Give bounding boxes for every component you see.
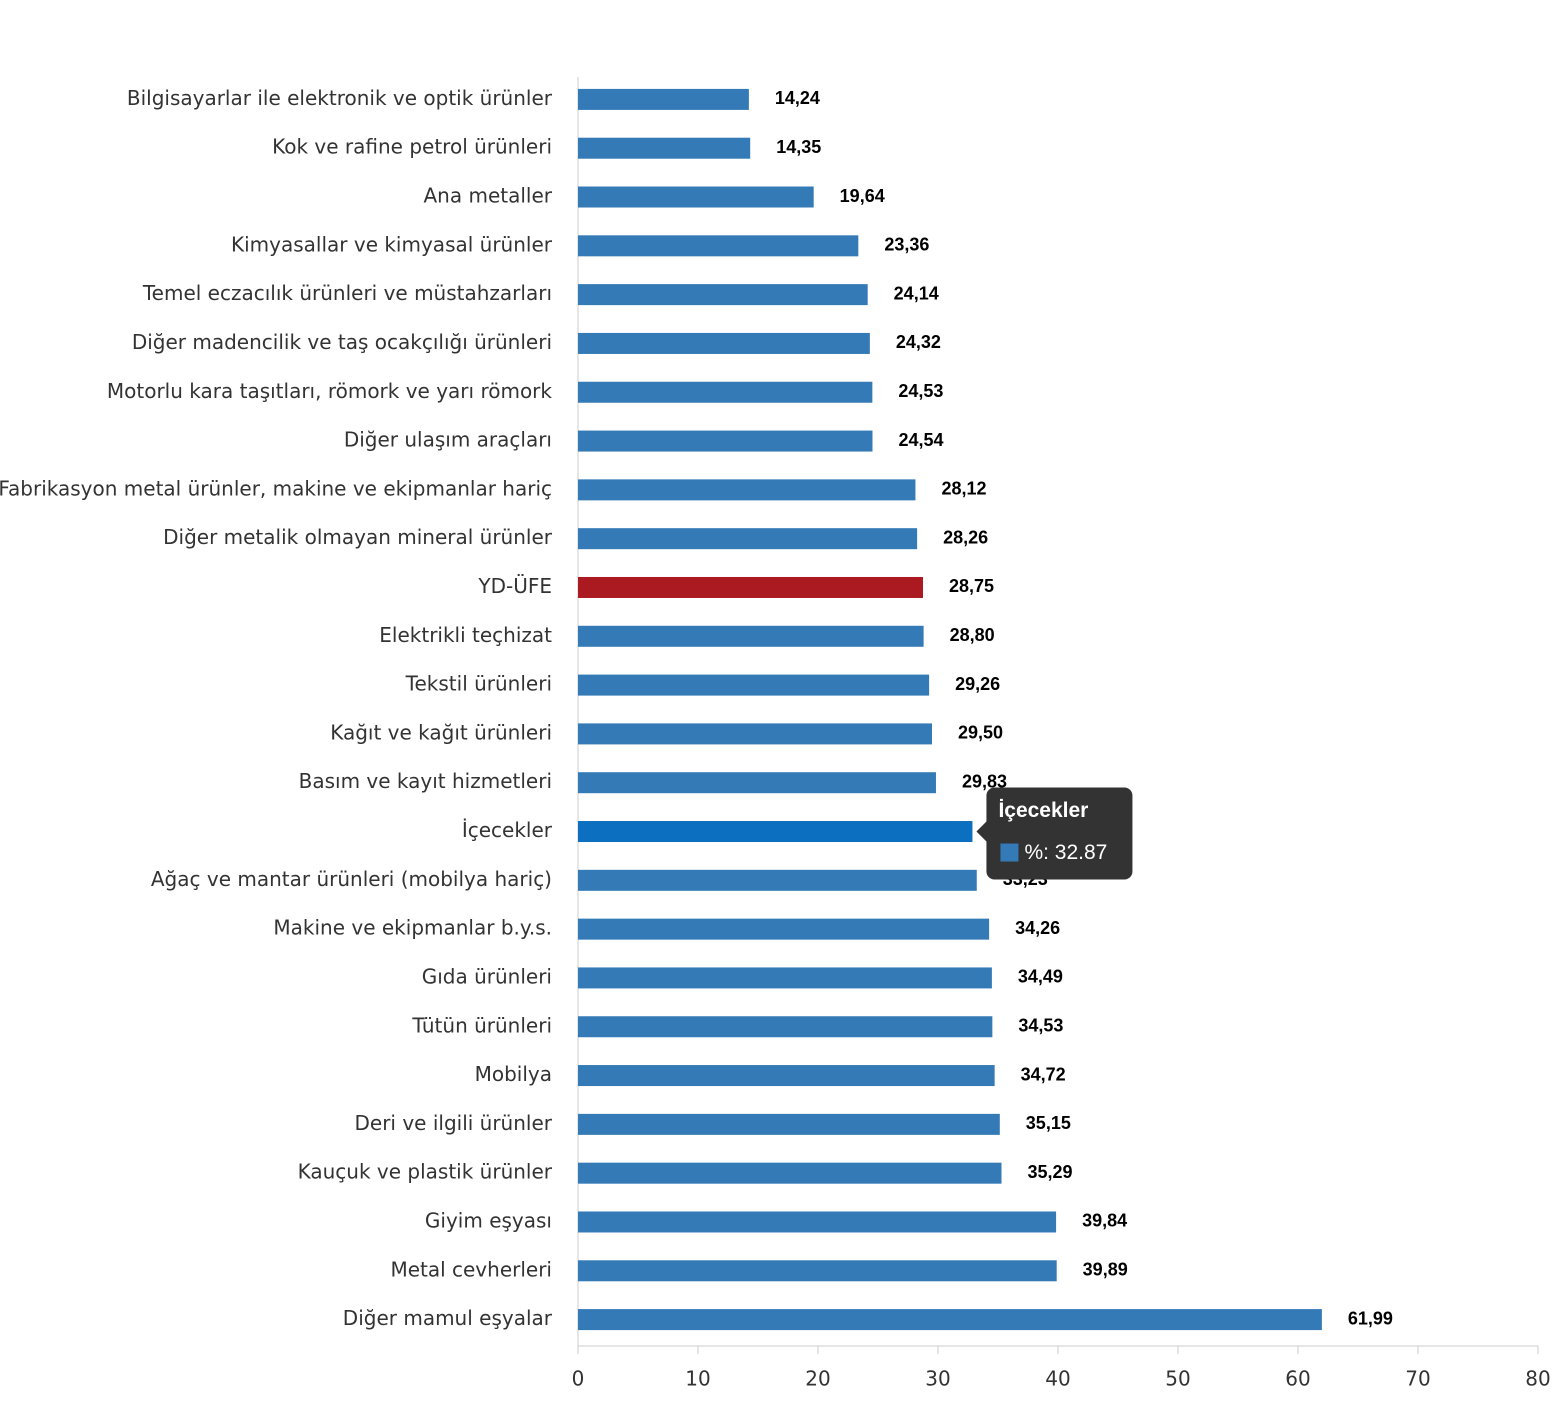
bar: [578, 625, 924, 647]
value-label: 29,83: [962, 771, 1007, 791]
value-label: 34,49: [1018, 967, 1063, 987]
category-label: Diğer ulaşım araçları: [344, 428, 552, 452]
category-label: Kok ve rafine petrol ürünleri: [272, 135, 552, 159]
category-label: Kimyasallar ve kimyasal ürünler: [231, 232, 553, 256]
value-label: 28,26: [943, 527, 988, 547]
bar: [578, 1260, 1057, 1282]
value-label: 29,26: [955, 674, 1000, 694]
value-label: 35,29: [1027, 1162, 1072, 1182]
x-tick-label: 60: [1285, 1367, 1310, 1391]
bar: [578, 235, 859, 257]
value-label: 14,24: [775, 88, 820, 108]
bar: [578, 1211, 1057, 1233]
x-tick-label: 70: [1405, 1367, 1430, 1391]
category-label: YD-ÜFE: [477, 574, 552, 598]
category-label: Motorlu kara taşıtları, römork ve yarı r…: [107, 379, 553, 403]
value-label: 24,14: [894, 283, 939, 303]
x-tick-label: 10: [685, 1367, 710, 1391]
category-label: Metal cevherleri: [390, 1257, 552, 1281]
category-label: İçecekler: [462, 818, 553, 842]
x-tick-label: 30: [925, 1367, 950, 1391]
category-label: Temel eczacılık ürünleri ve müstahzarlar…: [142, 281, 552, 305]
category-label: Mobilya: [475, 1062, 552, 1086]
bar: [578, 967, 992, 989]
category-label: Diğer madencilik ve taş ocakçılığı ürünl…: [132, 330, 552, 354]
bar: [578, 821, 973, 843]
category-label: Tütün ürünleri: [411, 1013, 552, 1037]
value-label: 28,75: [949, 576, 994, 596]
x-tick-label: 20: [805, 1367, 830, 1391]
category-label: Kauçuk ve plastik ürünler: [298, 1160, 553, 1184]
tooltip: İçecekler %: 32.87: [976, 787, 1133, 880]
category-label: Fabrikasyon metal ürünler, makine ve eki…: [0, 476, 552, 500]
value-label: 28,12: [941, 479, 986, 499]
x-tick-label: 0: [572, 1367, 585, 1391]
category-label: Ana metaller: [424, 184, 553, 208]
value-label: 34,53: [1018, 1016, 1063, 1036]
value-label: 39,89: [1083, 1260, 1128, 1280]
tooltip-text: %: 32.87: [1024, 841, 1107, 864]
value-label: 35,15: [1026, 1113, 1071, 1133]
value-label: 24,54: [898, 430, 943, 450]
bar: [578, 186, 814, 208]
bar: [578, 528, 918, 550]
value-label: 28,80: [950, 625, 995, 645]
bar: [578, 332, 870, 354]
bar: [578, 1065, 995, 1087]
bar: [578, 1309, 1322, 1331]
category-label: Basım ve kayıt hizmetleri: [299, 769, 552, 793]
bar: [578, 1016, 993, 1038]
bar: [578, 918, 990, 940]
category-label: Diğer mamul eşyalar: [343, 1306, 553, 1330]
category-label: Giyim eşyası: [425, 1208, 552, 1232]
category-label: Elektrikli teçhizat: [379, 623, 552, 647]
value-label: 39,84: [1082, 1211, 1127, 1231]
category-label: Makine ve ekipmanlar b.y.s.: [273, 916, 552, 940]
bar: [578, 723, 932, 745]
category-label: Deri ve ilgili ürünler: [354, 1111, 552, 1135]
value-label: 24,32: [896, 332, 941, 352]
category-label: Kağıt ve kağıt ürünleri: [330, 720, 552, 744]
category-label: Ağaç ve mantar ürünleri (mobilya hariç): [151, 867, 552, 891]
x-tick-label: 40: [1045, 1367, 1070, 1391]
value-label: 29,50: [958, 723, 1003, 743]
value-label: 24,53: [898, 381, 943, 401]
value-label: 61,99: [1348, 1308, 1393, 1328]
bar: [578, 869, 977, 891]
value-label: 34,26: [1015, 918, 1060, 938]
bar: [578, 674, 930, 696]
tooltip-swatch: [1000, 843, 1019, 862]
category-label: Diğer metalik olmayan mineral ürünler: [163, 525, 553, 549]
x-tick-label: 80: [1525, 1367, 1550, 1391]
bar: [578, 137, 751, 159]
bar: [578, 381, 873, 403]
category-label: Tekstil ürünleri: [405, 672, 552, 696]
bar: [578, 88, 749, 110]
bar: [578, 772, 936, 794]
value-label: 23,36: [884, 235, 929, 255]
bar: [578, 479, 916, 501]
category-label: Bilgisayarlar ile elektronik ve optik ür…: [127, 86, 553, 110]
bar: [578, 430, 873, 452]
value-label: 34,72: [1021, 1064, 1066, 1084]
bar: [578, 1113, 1000, 1135]
bar: [578, 1162, 1002, 1184]
bar: [578, 284, 868, 306]
value-label: 14,35: [776, 137, 821, 157]
tooltip-title: İçecekler: [998, 799, 1088, 822]
bar: [578, 576, 923, 598]
value-label: 19,64: [840, 186, 885, 206]
x-tick-label: 50: [1165, 1367, 1190, 1391]
category-label: Gıda ürünleri: [422, 964, 552, 988]
